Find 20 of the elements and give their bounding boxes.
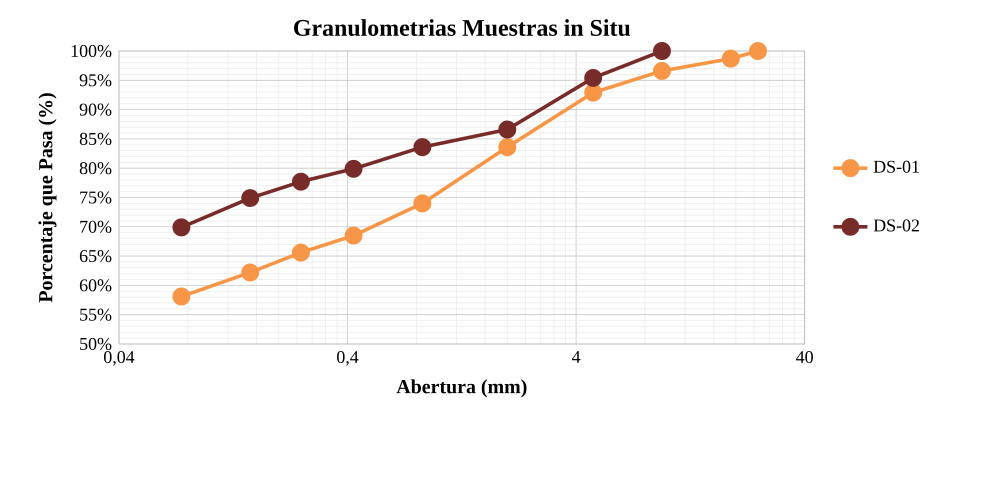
chart-title: Granulometrias Muestras in Situ: [294, 19, 630, 36]
y-axis-title: Porcentaje que Pasa (%): [38, 93, 56, 302]
x-tick-label: 4: [572, 350, 580, 363]
legend-label: DS-02: [874, 219, 919, 232]
y-tick-label: 85%: [80, 132, 112, 145]
y-tick-label: 95%: [80, 74, 112, 86]
x-axis-title: Abertura (mm): [396, 379, 526, 398]
y-tick-label: 55%: [80, 308, 112, 321]
y-tick-label: 90%: [80, 103, 112, 116]
x-tick-label: 0,04: [104, 350, 134, 366]
y-tick-label: 60%: [80, 279, 112, 292]
y-tick-label: 100%: [72, 44, 112, 58]
x-tick-label: 40: [796, 350, 813, 364]
y-tick-label: 50%: [80, 338, 112, 350]
legend-label: DS-01: [874, 160, 919, 173]
y-tick-label: 70%: [80, 220, 112, 233]
y-tick-label: 65%: [80, 250, 112, 262]
y-tick-label: 75%: [80, 191, 112, 204]
x-tick-label: 0,4: [337, 350, 358, 366]
y-tick-label: 80%: [80, 162, 112, 174]
